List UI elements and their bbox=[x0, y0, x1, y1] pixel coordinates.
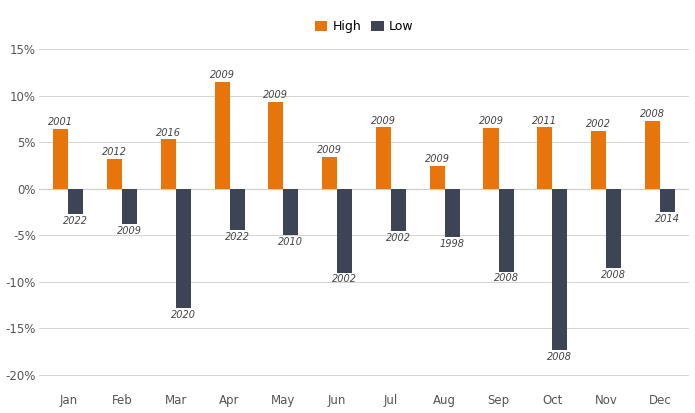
Text: 2008: 2008 bbox=[640, 109, 665, 119]
Bar bbox=[645, 121, 660, 189]
Text: 2010: 2010 bbox=[279, 237, 304, 247]
Text: 2002: 2002 bbox=[332, 274, 357, 285]
Bar bbox=[122, 189, 137, 224]
Bar bbox=[54, 129, 68, 189]
Text: 2016: 2016 bbox=[156, 128, 181, 138]
Text: 2008: 2008 bbox=[548, 351, 573, 362]
Text: 2008: 2008 bbox=[601, 270, 626, 280]
Bar bbox=[606, 189, 621, 268]
Text: 2009: 2009 bbox=[317, 145, 342, 155]
Bar bbox=[498, 189, 514, 272]
Bar bbox=[107, 159, 122, 189]
Bar bbox=[391, 189, 406, 231]
Text: 2009: 2009 bbox=[263, 90, 288, 100]
Bar bbox=[484, 128, 498, 189]
Text: 2009: 2009 bbox=[478, 116, 503, 126]
Text: 2022: 2022 bbox=[63, 216, 88, 226]
Text: 2002: 2002 bbox=[586, 119, 611, 129]
Text: 1998: 1998 bbox=[440, 239, 465, 249]
Text: 2009: 2009 bbox=[117, 226, 142, 236]
Text: 2022: 2022 bbox=[224, 232, 250, 242]
Bar bbox=[229, 189, 245, 230]
Bar bbox=[537, 127, 553, 189]
Bar bbox=[284, 189, 298, 235]
Bar bbox=[591, 131, 606, 189]
Bar bbox=[553, 189, 567, 350]
Text: 2011: 2011 bbox=[532, 116, 557, 126]
Text: 2009: 2009 bbox=[425, 154, 450, 164]
Bar bbox=[337, 189, 352, 273]
Bar bbox=[322, 157, 337, 189]
Text: 2014: 2014 bbox=[655, 214, 680, 224]
Bar bbox=[215, 82, 229, 189]
Text: 2020: 2020 bbox=[171, 310, 196, 320]
Bar bbox=[68, 189, 83, 214]
Text: 2002: 2002 bbox=[386, 233, 411, 242]
Text: 2009: 2009 bbox=[210, 70, 235, 80]
Text: 2008: 2008 bbox=[493, 273, 518, 283]
Bar bbox=[176, 189, 191, 308]
Bar bbox=[161, 140, 176, 189]
Text: 2009: 2009 bbox=[371, 116, 396, 126]
Text: 2001: 2001 bbox=[48, 117, 73, 127]
Bar bbox=[268, 102, 284, 189]
Bar bbox=[445, 189, 460, 237]
Legend: High, Low: High, Low bbox=[310, 15, 418, 38]
Bar bbox=[376, 127, 391, 189]
Bar bbox=[430, 166, 445, 189]
Bar bbox=[660, 189, 675, 212]
Text: 2012: 2012 bbox=[102, 147, 127, 157]
